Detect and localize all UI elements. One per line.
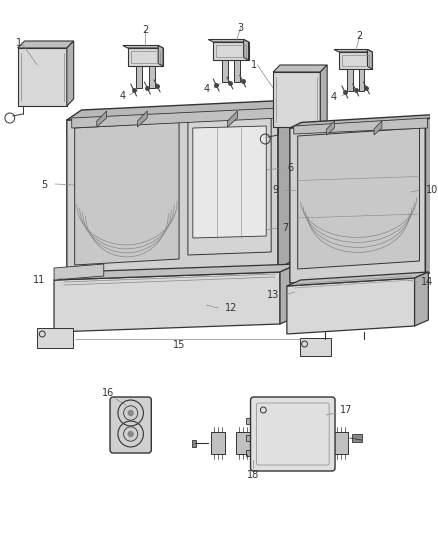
Polygon shape (320, 65, 327, 127)
Polygon shape (213, 42, 249, 60)
Text: 6: 6 (288, 163, 294, 173)
Polygon shape (123, 45, 163, 48)
FancyBboxPatch shape (110, 397, 151, 453)
Text: 4: 4 (203, 84, 209, 94)
Polygon shape (347, 69, 353, 91)
Polygon shape (246, 450, 254, 456)
Polygon shape (18, 41, 74, 48)
Polygon shape (128, 48, 163, 66)
Polygon shape (334, 50, 372, 52)
Polygon shape (136, 66, 142, 88)
Text: 13: 13 (267, 290, 279, 300)
Polygon shape (273, 72, 320, 127)
Polygon shape (290, 120, 425, 283)
Text: 2: 2 (357, 31, 363, 41)
Polygon shape (67, 110, 278, 280)
Polygon shape (148, 66, 155, 88)
Text: 4: 4 (120, 91, 126, 101)
Polygon shape (359, 69, 364, 91)
Text: 7: 7 (282, 223, 288, 233)
Polygon shape (37, 328, 73, 348)
Polygon shape (280, 264, 298, 324)
Polygon shape (74, 122, 179, 265)
Polygon shape (273, 65, 327, 72)
Polygon shape (228, 111, 237, 127)
Polygon shape (138, 111, 147, 127)
Polygon shape (222, 60, 228, 82)
Polygon shape (367, 50, 372, 69)
Polygon shape (54, 264, 298, 280)
Polygon shape (425, 115, 437, 275)
Text: 18: 18 (247, 470, 260, 480)
Polygon shape (67, 41, 74, 106)
Text: 2: 2 (142, 25, 148, 35)
Polygon shape (54, 272, 280, 332)
Text: 15: 15 (173, 340, 185, 350)
Text: 11: 11 (33, 275, 46, 285)
Polygon shape (211, 432, 225, 454)
Text: 1: 1 (15, 38, 21, 48)
Polygon shape (339, 52, 372, 69)
Polygon shape (188, 112, 271, 255)
Text: 17: 17 (339, 405, 352, 415)
Polygon shape (244, 39, 249, 60)
Text: 16: 16 (102, 388, 114, 398)
Text: 4: 4 (331, 92, 337, 102)
Polygon shape (191, 440, 197, 447)
Polygon shape (352, 434, 361, 442)
Polygon shape (287, 278, 415, 334)
Polygon shape (236, 432, 250, 454)
Polygon shape (54, 264, 104, 280)
Polygon shape (158, 45, 163, 66)
Polygon shape (97, 111, 106, 127)
Text: 12: 12 (225, 303, 237, 313)
Polygon shape (72, 108, 280, 128)
Polygon shape (290, 115, 437, 128)
Text: 5: 5 (41, 180, 47, 190)
Polygon shape (234, 60, 240, 82)
Text: 14: 14 (421, 277, 434, 287)
Text: 9: 9 (272, 185, 278, 195)
Polygon shape (374, 121, 382, 135)
Polygon shape (327, 121, 335, 135)
Text: 10: 10 (426, 185, 438, 195)
Polygon shape (246, 435, 254, 441)
Polygon shape (246, 418, 254, 424)
Polygon shape (278, 100, 293, 270)
Text: 3: 3 (238, 23, 244, 33)
FancyBboxPatch shape (251, 397, 335, 471)
Polygon shape (193, 126, 266, 238)
Polygon shape (298, 128, 420, 269)
Polygon shape (287, 272, 428, 286)
Polygon shape (67, 100, 293, 120)
Text: 1: 1 (251, 60, 258, 70)
Polygon shape (294, 118, 427, 134)
Polygon shape (208, 39, 249, 42)
Polygon shape (334, 432, 348, 454)
Polygon shape (18, 48, 67, 106)
Polygon shape (415, 272, 428, 326)
Polygon shape (300, 338, 331, 356)
Circle shape (128, 432, 133, 437)
Circle shape (128, 410, 133, 416)
